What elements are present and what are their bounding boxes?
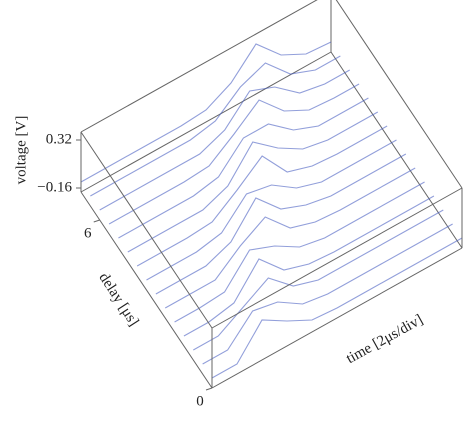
box-edge <box>211 247 463 389</box>
box-edge <box>80 131 213 329</box>
y-tick <box>205 387 213 391</box>
trace <box>193 209 444 351</box>
x-axis-label: time [2μs/div] <box>344 312 426 367</box>
box-edge <box>80 0 318 133</box>
box-edge <box>80 191 213 389</box>
trace <box>174 181 425 323</box>
trace <box>155 153 407 295</box>
box-edge <box>330 51 463 249</box>
y-tick-label: 0 <box>196 393 204 409</box>
z-axis-label: voltage [V] <box>13 116 29 185</box>
z-tick-label: 0.32 <box>46 131 72 147</box>
trace <box>80 41 332 183</box>
trace <box>202 223 453 365</box>
trace <box>164 167 416 309</box>
box-edge <box>80 51 332 193</box>
y-tick <box>93 219 100 223</box>
trace <box>99 69 350 211</box>
trace <box>146 139 397 281</box>
z-tick-label: −0.16 <box>37 179 72 195</box>
trace <box>211 237 463 379</box>
box-edge <box>211 187 463 329</box>
trace <box>90 55 341 197</box>
trace <box>136 125 388 267</box>
trace <box>183 195 435 337</box>
y-axis-label: delay [μs] <box>95 270 141 329</box>
trace <box>108 83 360 225</box>
y-tick-label: 6 <box>84 225 92 241</box>
trace <box>127 111 379 253</box>
box-edge <box>335 0 463 189</box>
trace <box>118 97 369 239</box>
